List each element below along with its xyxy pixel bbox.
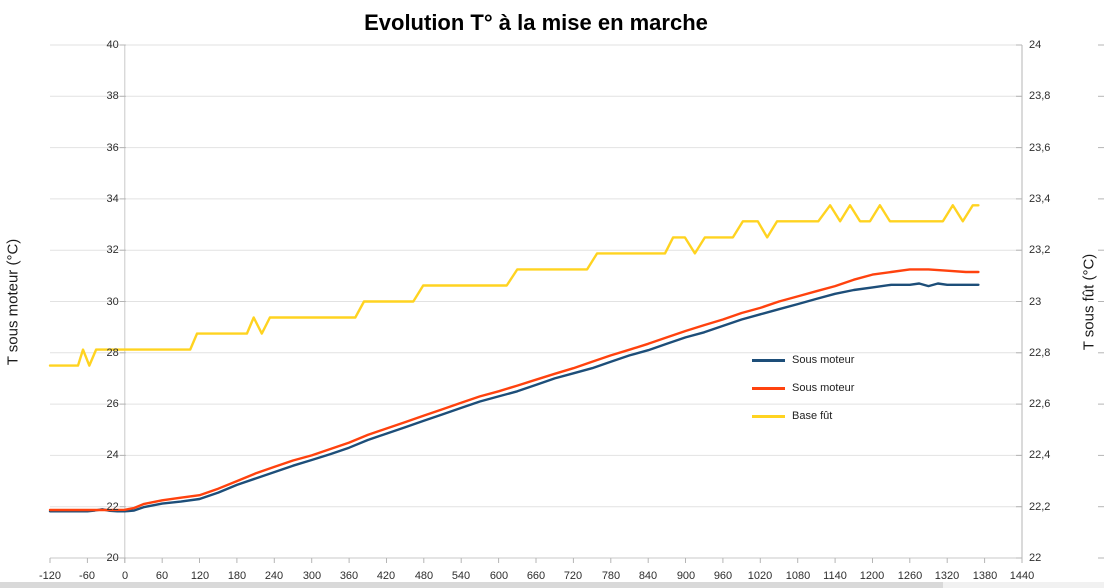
x-tick-label: 660 [526, 570, 546, 582]
x-tick-label: 1260 [897, 570, 923, 582]
horizontal-scrollbar[interactable] [0, 582, 1104, 588]
x-tick-label: 480 [414, 570, 434, 582]
right-tick-label: 23,6 [1029, 142, 1051, 154]
x-tick-label: 600 [489, 570, 509, 582]
right-tick-label: 22,2 [1029, 501, 1051, 513]
left-tick-label: 22 [106, 501, 119, 513]
right-tick-label: 23 [1029, 296, 1042, 308]
legend-label: Sous moteur [792, 354, 855, 366]
left-tick-label: 28 [106, 347, 119, 359]
legend-item: Sous moteur [752, 346, 854, 374]
legend-line-swatch [752, 386, 785, 390]
x-tick-label: 180 [227, 570, 247, 582]
x-tick-label: 360 [339, 570, 359, 582]
x-tick-label: 300 [302, 570, 322, 582]
right-tick-label: 24 [1029, 39, 1042, 51]
x-tick-label: 1380 [972, 570, 998, 582]
left-tick-label: 24 [106, 449, 119, 461]
chart-title: Evolution T° à la mise en marche [364, 10, 708, 35]
right-tick-label: 22 [1029, 552, 1042, 564]
left-tick-label: 36 [106, 142, 119, 154]
x-tick-label: 1080 [785, 570, 811, 582]
scrollbar-thumb[interactable] [0, 582, 943, 588]
legend-label: Sous moteur [792, 382, 855, 394]
x-tick-label: 1320 [934, 570, 960, 582]
legend-line-swatch [752, 358, 785, 362]
legend-item: Base fût [752, 402, 854, 430]
left-tick-label: 26 [106, 398, 119, 410]
right-tick-label: 23,8 [1029, 90, 1051, 102]
x-tick-label: 1440 [1009, 570, 1035, 582]
right-tick-label: 22,6 [1029, 398, 1051, 410]
left-tick-label: 34 [106, 193, 119, 205]
x-tick-label: 960 [713, 570, 733, 582]
x-tick-label: 900 [676, 570, 696, 582]
x-tick-label: -60 [79, 570, 95, 582]
x-tick-label: 840 [638, 570, 658, 582]
x-tick-label: 780 [601, 570, 621, 582]
x-tick-label: 1200 [859, 570, 885, 582]
x-tick-label: 240 [264, 570, 284, 582]
x-tick-label: 0 [121, 570, 129, 582]
x-tick-label: 720 [563, 570, 583, 582]
right-tick-label: 22,4 [1029, 449, 1051, 461]
left-tick-label: 32 [106, 244, 119, 256]
left-tick-label: 30 [106, 296, 119, 308]
right-tick-label: 23,4 [1029, 193, 1051, 205]
legend-line-swatch [752, 414, 785, 418]
legend: Sous moteur Sous moteur Base fût [752, 346, 854, 430]
x-tick-label: 1020 [747, 570, 773, 582]
left-tick-label: 40 [106, 39, 119, 51]
x-tick-label: 1140 [823, 570, 847, 582]
left-tick-label: 20 [106, 552, 119, 564]
left-tick-label: 38 [106, 90, 119, 102]
x-tick-label: -120 [38, 570, 62, 582]
x-tick-label: 540 [451, 570, 471, 582]
right-tick-label: 22,8 [1029, 347, 1051, 359]
right-tick-label: 23,2 [1029, 244, 1051, 256]
x-tick-label: 420 [376, 570, 396, 582]
legend-label: Base fût [792, 410, 833, 422]
legend-item: Sous moteur [752, 374, 854, 402]
x-tick-label: 120 [190, 570, 210, 582]
x-tick-label: 60 [155, 570, 169, 582]
